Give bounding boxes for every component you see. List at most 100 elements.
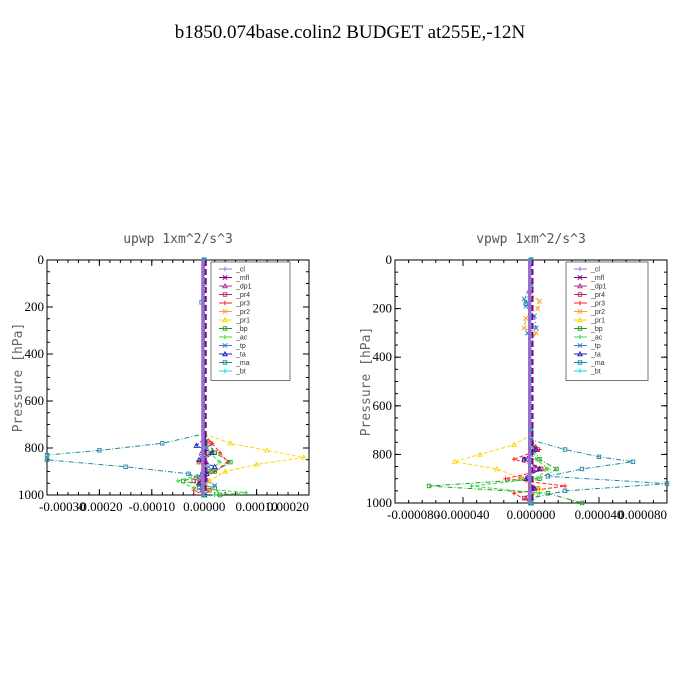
legend-entry: _ma	[590, 360, 605, 367]
data-point-_ma	[160, 441, 165, 446]
y-tick-label: 0	[386, 252, 393, 267]
legend-entry: _tp	[590, 343, 601, 350]
legend-entry: _tp	[235, 343, 246, 350]
data-point-_pr3	[217, 450, 223, 455]
legend-marker	[222, 274, 228, 281]
legend-marker	[222, 350, 228, 357]
legend-entry: _cl	[590, 267, 600, 274]
data-point-_ta	[533, 446, 540, 452]
data-point-_pr1	[227, 440, 234, 446]
y-tick-label: 200	[373, 301, 393, 316]
y-tick-label: 1000	[366, 495, 392, 510]
series-line-_bp	[428, 260, 583, 504]
legend-marker	[222, 266, 228, 272]
legend-marker	[577, 300, 583, 306]
legend-entry: _mfl	[590, 275, 605, 282]
data-point-_bp	[545, 491, 551, 496]
data-point-_pr4	[191, 478, 196, 484]
y-tick-label: 400	[373, 349, 393, 364]
data-point-_bp	[554, 466, 559, 472]
data-point-_pr3	[503, 476, 508, 481]
data-point-_ac	[175, 478, 181, 484]
series-line-_pr2	[523, 260, 541, 503]
data-point-_pr4	[196, 459, 202, 465]
y-tick-label: 400	[25, 346, 45, 361]
y-axis-label: Pressure [hPa]	[11, 323, 26, 433]
legend-marker	[577, 308, 583, 315]
data-point-_pr2	[521, 325, 527, 331]
legend-marker	[222, 334, 228, 340]
legend-marker	[577, 266, 583, 272]
data-point-_ac	[207, 469, 212, 474]
legend-marker	[577, 326, 583, 331]
legend-entry: _pr1	[590, 318, 605, 325]
legend-entry: _bt	[235, 369, 246, 376]
vpwp-chart: vpwp 1xm^2/s^3 Pressure [hPa] 0 200 400 600 80…	[359, 232, 670, 522]
legend-entry: _ac	[590, 335, 603, 342]
data-point-_ma	[44, 452, 50, 458]
legend-entry: _cl	[235, 267, 245, 274]
legend-marker	[577, 368, 583, 374]
data-point-_ma	[97, 448, 102, 453]
data-point-_ma	[579, 466, 585, 472]
legend-marker	[222, 316, 228, 323]
series-line-_ac	[471, 260, 549, 504]
legend-entry: _bt	[590, 369, 601, 376]
data-point-_ta	[209, 449, 216, 455]
data-point-_ta	[521, 456, 528, 462]
x-tick-label: -0.000040	[436, 507, 489, 522]
data-point-_ta	[193, 442, 200, 448]
y-tick-label: 0	[38, 252, 45, 267]
legend-entry: _dp1	[235, 284, 252, 291]
legend-marker	[577, 292, 583, 297]
data-point-_ma	[196, 485, 202, 491]
data-point-_ma	[562, 447, 568, 452]
data-point-_pr1	[206, 477, 213, 484]
series-line-_pr1	[203, 260, 304, 495]
legend-marker	[222, 368, 228, 374]
data-point-_ma	[186, 471, 191, 477]
data-point-_ac	[545, 466, 551, 472]
legend-entry: _mfl	[235, 275, 250, 282]
data-point-_ma	[562, 488, 568, 494]
data-point-_ta	[203, 470, 210, 477]
data-point-_pr3	[562, 483, 568, 489]
upwp-chart: upwp 1xm^2/s^3 Pressure [hPa] 0 200 400 600 80…	[11, 232, 310, 514]
legend-entry: _pr1	[235, 318, 250, 325]
x-tick-label: 0.00020	[267, 499, 309, 514]
legend-entry: _pr4	[590, 292, 605, 299]
legend-marker	[222, 292, 228, 297]
series-line-_tp	[523, 260, 537, 503]
x-tick-label: -0.000080	[387, 507, 440, 522]
legend-entry: _pr3	[590, 301, 605, 308]
legend-entry: _pr2	[235, 309, 250, 316]
legend-marker	[577, 350, 583, 357]
data-point-_ta	[536, 465, 543, 472]
data-point-_pr3	[511, 457, 517, 462]
data-point-_ac	[217, 459, 223, 465]
series-line-_ma	[525, 260, 668, 503]
data-point-_bp	[579, 500, 585, 506]
data-point-_bp	[212, 469, 217, 474]
legend-marker	[222, 300, 228, 306]
data-point-_dp1	[533, 465, 540, 472]
data-point-_tp	[212, 483, 218, 489]
x-tick-label: -0.00020	[76, 499, 123, 514]
y-tick-label: 800	[373, 446, 393, 461]
page-title: b1850.074base.colin2 BUDGET at255E,-12N	[174, 22, 526, 43]
data-point-_pr1	[536, 485, 543, 491]
data-point-_ac	[212, 492, 217, 498]
data-point-_pr1	[477, 451, 483, 457]
data-point-_tp	[521, 296, 527, 302]
data-point-_pr2	[536, 298, 543, 304]
data-point-_pr4	[207, 488, 212, 493]
data-point-_ac	[243, 490, 249, 495]
data-point-_ma	[545, 474, 551, 479]
legend-marker	[577, 334, 583, 340]
y-tick-label: 600	[373, 398, 393, 413]
data-point-_ac	[469, 483, 474, 489]
data-point-_pr1	[519, 475, 526, 481]
x-tick-label: 0.000080	[618, 507, 667, 522]
chart-title: upwp 1xm^2/s^3	[123, 232, 233, 247]
data-point-_pr3	[209, 441, 215, 446]
